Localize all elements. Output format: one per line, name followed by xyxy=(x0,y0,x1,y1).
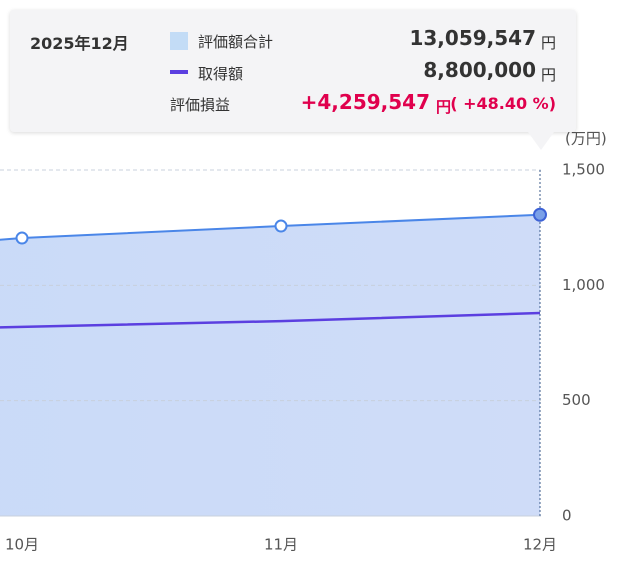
x-tick-label: 10月 xyxy=(5,536,39,554)
unit-label: (万円) xyxy=(565,130,607,148)
tooltip-unit: 円 xyxy=(540,66,556,84)
x-tick-label: 11月 xyxy=(264,536,298,554)
y-tick-label: 1,000 xyxy=(562,276,605,294)
gain-value: +4,259,547 xyxy=(300,90,430,114)
point xyxy=(274,219,288,233)
y-tick-label: 500 xyxy=(562,391,591,409)
gain-unit: 円 xyxy=(435,98,451,116)
tooltip-value: 13,059,547 xyxy=(409,26,536,50)
tooltip-arrow xyxy=(528,132,554,150)
line xyxy=(0,311,541,329)
gain-percent: ( +48.40 %) xyxy=(450,94,556,113)
x-tick-label: 12月 xyxy=(523,536,557,554)
point xyxy=(15,231,29,245)
legend-label: 取得額 xyxy=(198,65,244,83)
legend-swatch xyxy=(170,32,188,50)
legend-label: 評価額合計 xyxy=(198,33,274,51)
area xyxy=(0,214,540,516)
y-tick-label: 0 xyxy=(562,507,572,525)
tooltip: 2025年12月 評価額合計 13,059,547 円 取得額 8,800,00… xyxy=(10,10,576,132)
tooltip-date: 2025年12月 xyxy=(30,34,129,53)
y-tick-label: 1,500 xyxy=(562,161,605,179)
gain-label: 評価損益 xyxy=(170,96,231,114)
tooltip-value: 8,800,000 xyxy=(423,58,536,82)
legend-swatch xyxy=(170,70,188,74)
point xyxy=(533,207,547,222)
line xyxy=(0,213,541,241)
tooltip-unit: 円 xyxy=(540,34,556,52)
